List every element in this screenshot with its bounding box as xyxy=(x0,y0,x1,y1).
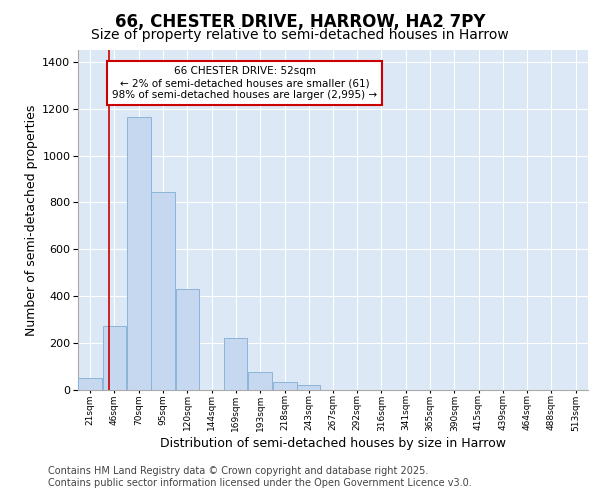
Bar xyxy=(78,378,103,390)
Y-axis label: Number of semi-detached properties: Number of semi-detached properties xyxy=(25,104,38,336)
Text: 66, CHESTER DRIVE, HARROW, HA2 7PY: 66, CHESTER DRIVE, HARROW, HA2 7PY xyxy=(115,12,485,30)
Bar xyxy=(224,338,247,390)
Bar xyxy=(176,289,199,390)
Bar xyxy=(248,372,272,390)
Text: Size of property relative to semi-detached houses in Harrow: Size of property relative to semi-detach… xyxy=(91,28,509,42)
Bar xyxy=(127,117,151,390)
Bar xyxy=(103,326,126,390)
Text: 66 CHESTER DRIVE: 52sqm
← 2% of semi-detached houses are smaller (61)
98% of sem: 66 CHESTER DRIVE: 52sqm ← 2% of semi-det… xyxy=(112,66,377,100)
X-axis label: Distribution of semi-detached houses by size in Harrow: Distribution of semi-detached houses by … xyxy=(160,438,506,450)
Bar xyxy=(272,382,297,390)
Bar xyxy=(297,386,320,390)
Text: Contains HM Land Registry data © Crown copyright and database right 2025.
Contai: Contains HM Land Registry data © Crown c… xyxy=(48,466,472,487)
Bar xyxy=(151,192,175,390)
